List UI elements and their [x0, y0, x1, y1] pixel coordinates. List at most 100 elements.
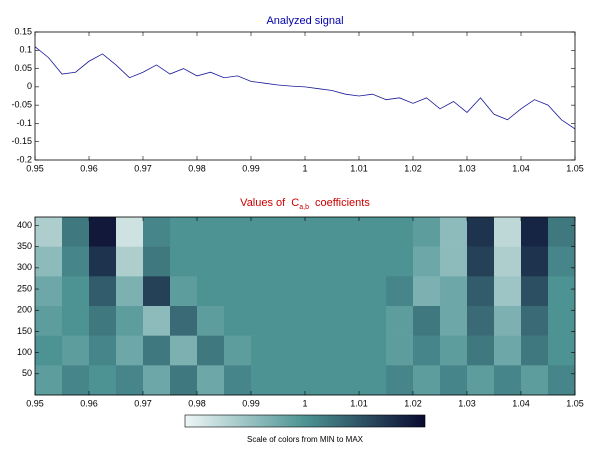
- coef-cell: [62, 217, 90, 247]
- coef-cell: [62, 365, 90, 396]
- coef-cell: [197, 365, 225, 396]
- coef-cell: [386, 306, 414, 336]
- coef-cell: [305, 246, 333, 277]
- coef-cell: [440, 246, 468, 277]
- coef-cell: [359, 365, 387, 396]
- coef-cell: [332, 335, 360, 366]
- coef-cell: [62, 276, 90, 307]
- coef-cell: [467, 365, 495, 396]
- coef-cell: [197, 217, 225, 247]
- coef-cell: [440, 335, 468, 366]
- x-tick-label: 0.96: [80, 163, 98, 173]
- coef-cell: [251, 335, 279, 366]
- coef-cell: [224, 276, 252, 307]
- coef-cell: [521, 246, 549, 277]
- coef-cell: [494, 276, 522, 307]
- coef-cell: [548, 246, 576, 277]
- coef-cell: [386, 217, 414, 247]
- coef-cell: [548, 365, 576, 396]
- coef-cell: [170, 217, 198, 247]
- coef-cell: [197, 276, 225, 307]
- coef-cell: [359, 246, 387, 277]
- y-tick-label: 400: [17, 220, 32, 230]
- coef-cell: [521, 335, 549, 366]
- coef-cell: [305, 365, 333, 396]
- coef-cell: [170, 246, 198, 277]
- x-tick-label: 0.98: [188, 398, 206, 408]
- coef-cell: [89, 217, 117, 247]
- coef-cell: [62, 306, 90, 336]
- y-tick-label: 50: [22, 368, 32, 378]
- coef-cell: [251, 276, 279, 307]
- coef-cell: [467, 335, 495, 366]
- title-end: coefficients: [315, 197, 370, 209]
- coef-cell: [143, 217, 171, 247]
- coef-cell: [224, 335, 252, 366]
- coef-cell: [170, 365, 198, 396]
- y-tick-label: 250: [17, 283, 32, 293]
- coef-cell: [548, 335, 576, 366]
- coef-cell: [35, 335, 63, 366]
- x-tick-label: 1: [302, 398, 307, 408]
- x-tick-label: 0.99: [242, 163, 260, 173]
- coef-cell: [35, 217, 63, 247]
- x-tick-label: 0.97: [134, 398, 152, 408]
- coef-cell: [89, 246, 117, 277]
- signal-title: Analyzed signal: [266, 15, 343, 27]
- y-tick-label: -0.05: [11, 100, 32, 110]
- coef-cell: [467, 306, 495, 336]
- colorbar-label: Scale of colors from MIN to MAX: [247, 435, 364, 444]
- x-tick-label: 1.03: [458, 398, 476, 408]
- x-tick-label: 0.95: [26, 398, 44, 408]
- coef-cell: [278, 246, 306, 277]
- coef-cell: [359, 276, 387, 307]
- title-start: Values of: [240, 197, 286, 209]
- y-tick-label: 350: [17, 241, 32, 251]
- coef-cell: [494, 335, 522, 366]
- coef-cell: [170, 276, 198, 307]
- coef-cell: [197, 335, 225, 366]
- coef-cell: [332, 365, 360, 396]
- y-tick-label: 200: [17, 305, 32, 315]
- coef-cell: [548, 276, 576, 307]
- coef-cell: [440, 306, 468, 336]
- coef-cell: [521, 365, 549, 396]
- coef-cell: [35, 365, 63, 396]
- coef-cell: [143, 306, 171, 336]
- x-tick-label: 1.03: [458, 163, 476, 173]
- coef-cell: [494, 217, 522, 247]
- x-tick-label: 1: [302, 163, 307, 173]
- coef-cell: [251, 365, 279, 396]
- coef-cell: [35, 276, 63, 307]
- y-tick-label: 150: [17, 326, 32, 336]
- title-symbol: C: [291, 197, 299, 209]
- coef-cell: [278, 306, 306, 336]
- x-tick-label: 1.04: [512, 398, 530, 408]
- coef-cell: [521, 276, 549, 307]
- coef-cell: [224, 217, 252, 247]
- coef-cell: [116, 365, 144, 396]
- y-tick-label: 300: [17, 262, 32, 272]
- coef-cell: [386, 335, 414, 366]
- coef-cell: [89, 335, 117, 366]
- coef-cell: [386, 365, 414, 396]
- coef-cell: [116, 335, 144, 366]
- x-tick-label: 1.02: [404, 163, 422, 173]
- coef-cell: [413, 217, 441, 247]
- coef-cell: [278, 217, 306, 247]
- coef-cell: [143, 246, 171, 277]
- coef-cell: [467, 217, 495, 247]
- x-tick-label: 1.04: [512, 163, 530, 173]
- coef-cell: [386, 246, 414, 277]
- coef-cell: [413, 335, 441, 366]
- y-tick-label: 0.1: [19, 45, 32, 55]
- x-tick-label: 1.01: [350, 398, 368, 408]
- coef-cell: [440, 276, 468, 307]
- coef-cell: [197, 246, 225, 277]
- x-tick-label: 1.05: [566, 163, 584, 173]
- x-tick-label: 0.96: [80, 398, 98, 408]
- coef-cell: [440, 365, 468, 396]
- x-tick-label: 0.98: [188, 163, 206, 173]
- coef-cell: [332, 246, 360, 277]
